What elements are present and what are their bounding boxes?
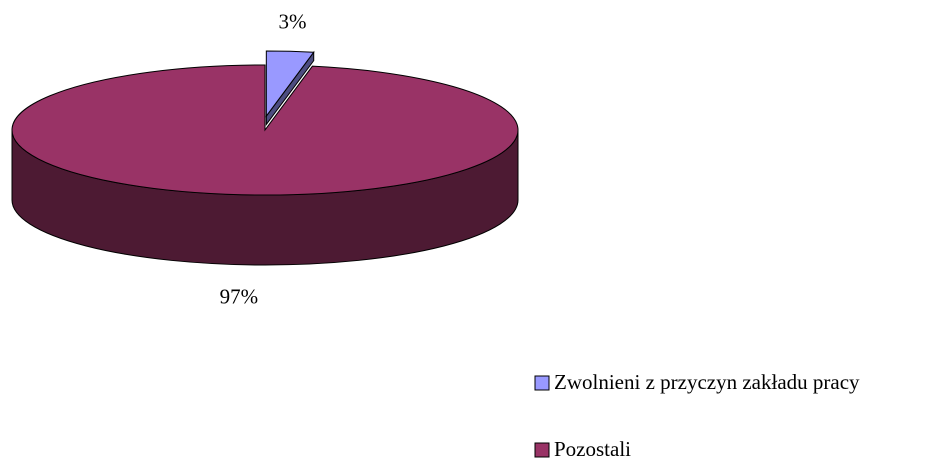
legend-swatch — [534, 442, 550, 458]
data-label: 3% — [278, 9, 306, 33]
legend-label: Zwolnieni z przyczyn zakładu pracy — [554, 370, 860, 394]
data-label: 97% — [220, 284, 259, 308]
legend-swatch — [534, 375, 550, 391]
slice — [265, 50, 315, 118]
slice — [11, 64, 519, 196]
legend-label: Pozostali — [554, 437, 631, 461]
